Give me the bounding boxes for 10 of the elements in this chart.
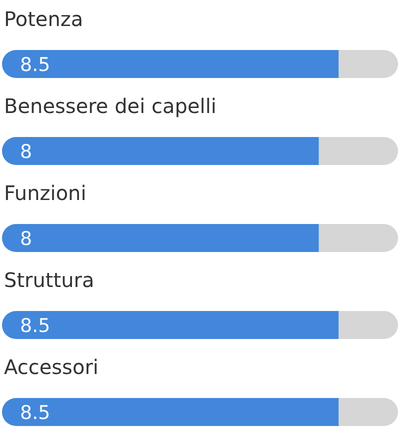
data-label: 8.5 xyxy=(20,402,50,424)
data-label: 8 xyxy=(20,228,32,250)
y-tick-label: Struttura xyxy=(4,268,94,292)
data-label: 8.5 xyxy=(20,315,50,337)
data-label: 8 xyxy=(20,141,32,163)
y-tick-label: Benessere dei capelli xyxy=(4,94,216,118)
data-label: 8.5 xyxy=(20,54,50,76)
y-tick-label: Funzioni xyxy=(4,181,86,205)
y-tick-label: Potenza xyxy=(4,7,84,31)
y-tick-label: Accessori xyxy=(4,355,98,379)
